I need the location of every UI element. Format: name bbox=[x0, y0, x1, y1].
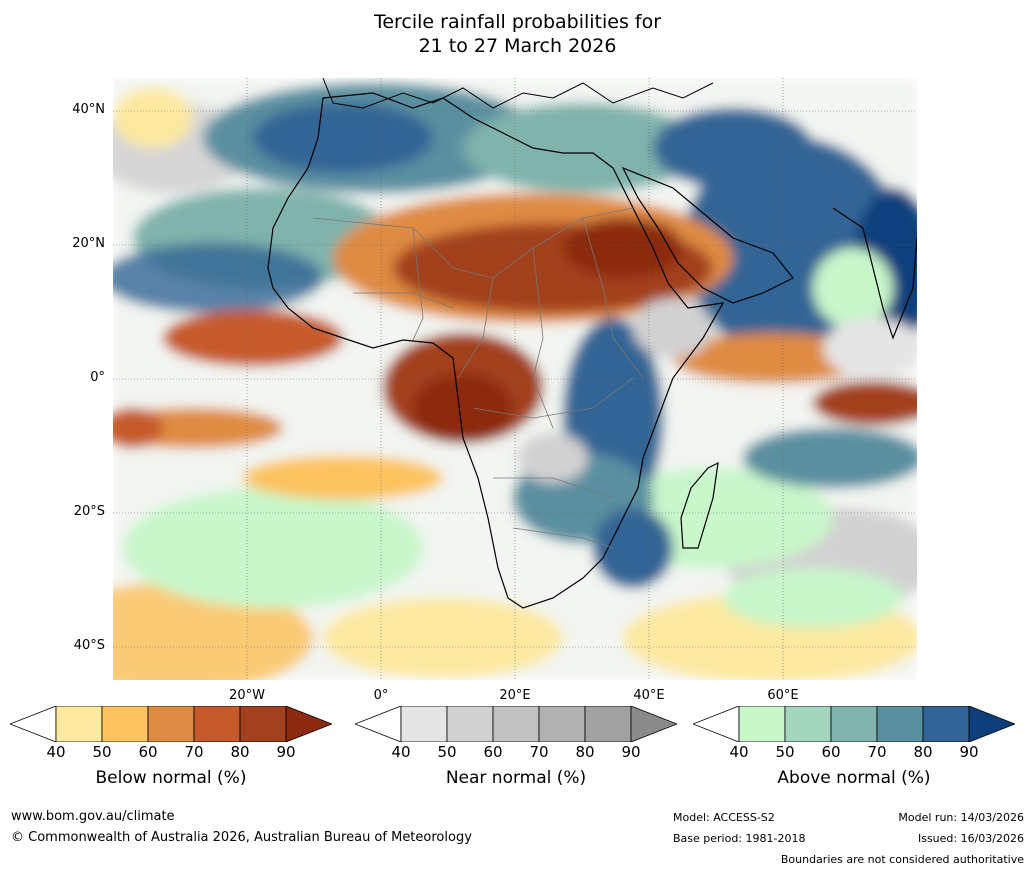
lon-label-0: 0° bbox=[373, 688, 389, 703]
above-tick: 60 bbox=[821, 743, 841, 761]
near-colorbar-bin bbox=[446, 705, 494, 743]
below-tick: 40 bbox=[46, 743, 66, 761]
lat-label-0: 0° bbox=[90, 370, 105, 385]
near-tick: 40 bbox=[391, 743, 411, 761]
near-colorbar-bin bbox=[538, 705, 586, 743]
base-period: Base period: 1981-2018 bbox=[673, 832, 806, 845]
near-tick: 50 bbox=[437, 743, 457, 761]
above-tick: 70 bbox=[867, 743, 887, 761]
arabia-coastline bbox=[621, 166, 794, 304]
model-run-date: Model run: 14/03/2026 bbox=[898, 811, 1024, 824]
below-tick: 80 bbox=[230, 743, 250, 761]
graticule bbox=[113, 78, 917, 680]
lon-label-20w: 20°W bbox=[229, 688, 265, 703]
above-normal-title: Above normal (%) bbox=[777, 768, 931, 788]
lat-label-20s: 20°S bbox=[73, 504, 105, 519]
near-extension-high bbox=[630, 705, 679, 743]
lon-label-60e: 60°E bbox=[767, 688, 799, 703]
near-tick: 80 bbox=[575, 743, 595, 761]
above-tick: 40 bbox=[729, 743, 749, 761]
above-tick: 50 bbox=[775, 743, 795, 761]
africa-coastline bbox=[267, 92, 725, 609]
above-extension-low bbox=[691, 705, 740, 743]
above-tick: 80 bbox=[913, 743, 933, 761]
below-normal-title: Below normal (%) bbox=[95, 768, 247, 788]
near-tick: 70 bbox=[529, 743, 549, 761]
below-colorbar-bin bbox=[239, 705, 287, 743]
above-extension-high bbox=[968, 705, 1017, 743]
copyright-text: © Commonwealth of Australia 2026, Austra… bbox=[11, 830, 472, 845]
below-tick: 60 bbox=[138, 743, 158, 761]
model-name: Model: ACCESS-S2 bbox=[673, 811, 775, 824]
below-extension-high bbox=[285, 705, 334, 743]
lon-label-20e: 20°E bbox=[499, 688, 531, 703]
europe-coastline bbox=[322, 78, 714, 109]
lat-label-40n: 40°N bbox=[72, 102, 105, 117]
lat-label-40s: 40°S bbox=[73, 638, 105, 653]
above-normal-colorbar bbox=[691, 705, 1017, 746]
lon-label-40e: 40°E bbox=[633, 688, 665, 703]
map-title-line2: 21 to 27 March 2026 bbox=[418, 35, 617, 57]
below-tick: 50 bbox=[92, 743, 112, 761]
madagascar-coastline bbox=[680, 461, 719, 549]
below-tick: 70 bbox=[184, 743, 204, 761]
above-tick: 90 bbox=[959, 743, 979, 761]
issued-date: Issued: 16/03/2026 bbox=[917, 832, 1024, 845]
boundaries-disclaimer: Boundaries are not considered authoritat… bbox=[780, 853, 1024, 866]
below-colorbar-bin bbox=[147, 705, 195, 743]
below-colorbar-bin bbox=[101, 705, 149, 743]
near-normal-colorbar bbox=[353, 705, 679, 746]
above-colorbar-bin bbox=[922, 705, 970, 743]
near-colorbar-svg bbox=[353, 705, 679, 743]
below-colorbar-bin bbox=[55, 705, 103, 743]
map-title-line1: Tercile rainfall probabilities for bbox=[373, 11, 662, 33]
country-borders bbox=[312, 207, 644, 549]
above-colorbar-bin bbox=[784, 705, 832, 743]
near-colorbar-bin bbox=[584, 705, 632, 743]
near-colorbar-bin bbox=[492, 705, 540, 743]
below-extension-low bbox=[8, 705, 57, 743]
below-colorbar-svg bbox=[8, 705, 334, 743]
near-colorbar-bin bbox=[400, 705, 448, 743]
above-colorbar-svg bbox=[691, 705, 1017, 743]
below-colorbar-bin bbox=[193, 705, 241, 743]
website-link[interactable]: www.bom.gov.au/climate bbox=[11, 809, 175, 824]
lat-label-20n: 20°N bbox=[72, 236, 105, 251]
above-colorbar-bin bbox=[830, 705, 878, 743]
below-normal-colorbar bbox=[8, 705, 334, 746]
near-normal-title: Near normal (%) bbox=[445, 768, 587, 788]
near-extension-low bbox=[353, 705, 402, 743]
forecast-map bbox=[113, 78, 917, 680]
near-tick: 90 bbox=[621, 743, 641, 761]
above-colorbar-bin bbox=[876, 705, 924, 743]
india-coastline bbox=[832, 207, 917, 340]
near-tick: 60 bbox=[483, 743, 503, 761]
above-colorbar-bin bbox=[738, 705, 786, 743]
below-tick: 90 bbox=[276, 743, 296, 761]
